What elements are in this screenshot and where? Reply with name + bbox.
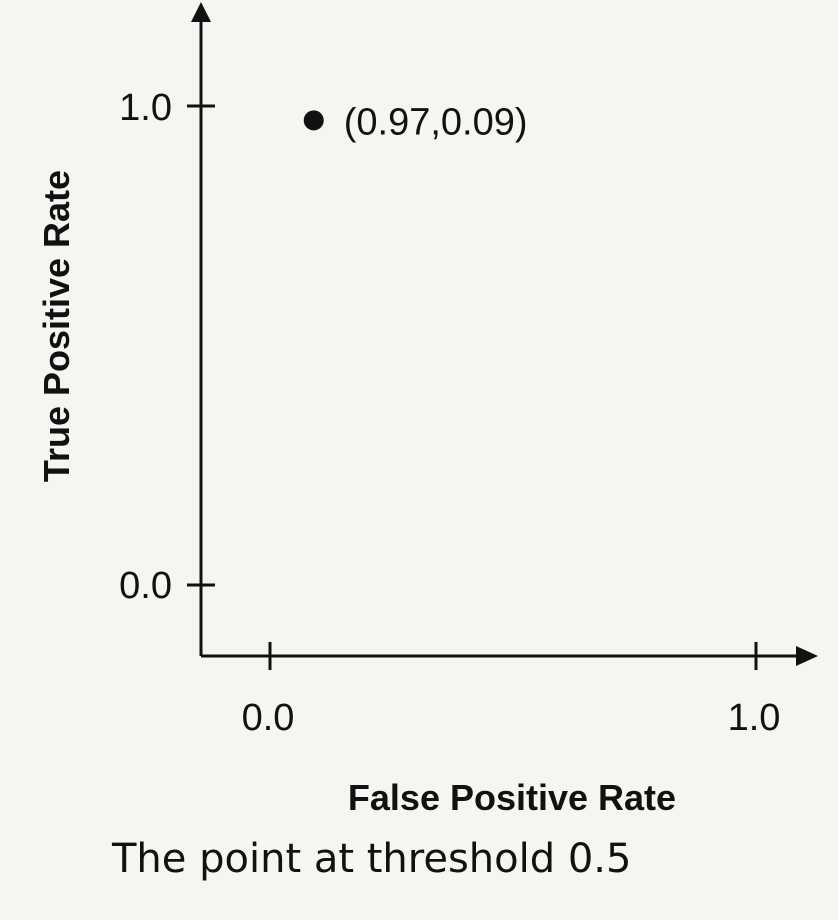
x-tick-label-right: 1.0 — [728, 697, 781, 739]
data-point-label-0: (0.97,0.09) — [344, 101, 528, 143]
y-axis-arrowhead — [191, 2, 211, 22]
y-tick-label-top: 1.0 — [119, 87, 172, 129]
y-tick-label-bottom: 0.0 — [119, 565, 172, 607]
points-layer: (0.97,0.09) — [303, 101, 528, 143]
y-axis-title: True Positive Rate — [36, 170, 77, 482]
x-axis-title: False Positive Rate — [348, 777, 676, 818]
figure-caption: The point at threshold 0.5 — [112, 836, 632, 882]
data-point-0 — [303, 110, 324, 131]
x-axis-arrowhead — [796, 646, 818, 666]
x-tick-label-left: 0.0 — [242, 697, 295, 739]
